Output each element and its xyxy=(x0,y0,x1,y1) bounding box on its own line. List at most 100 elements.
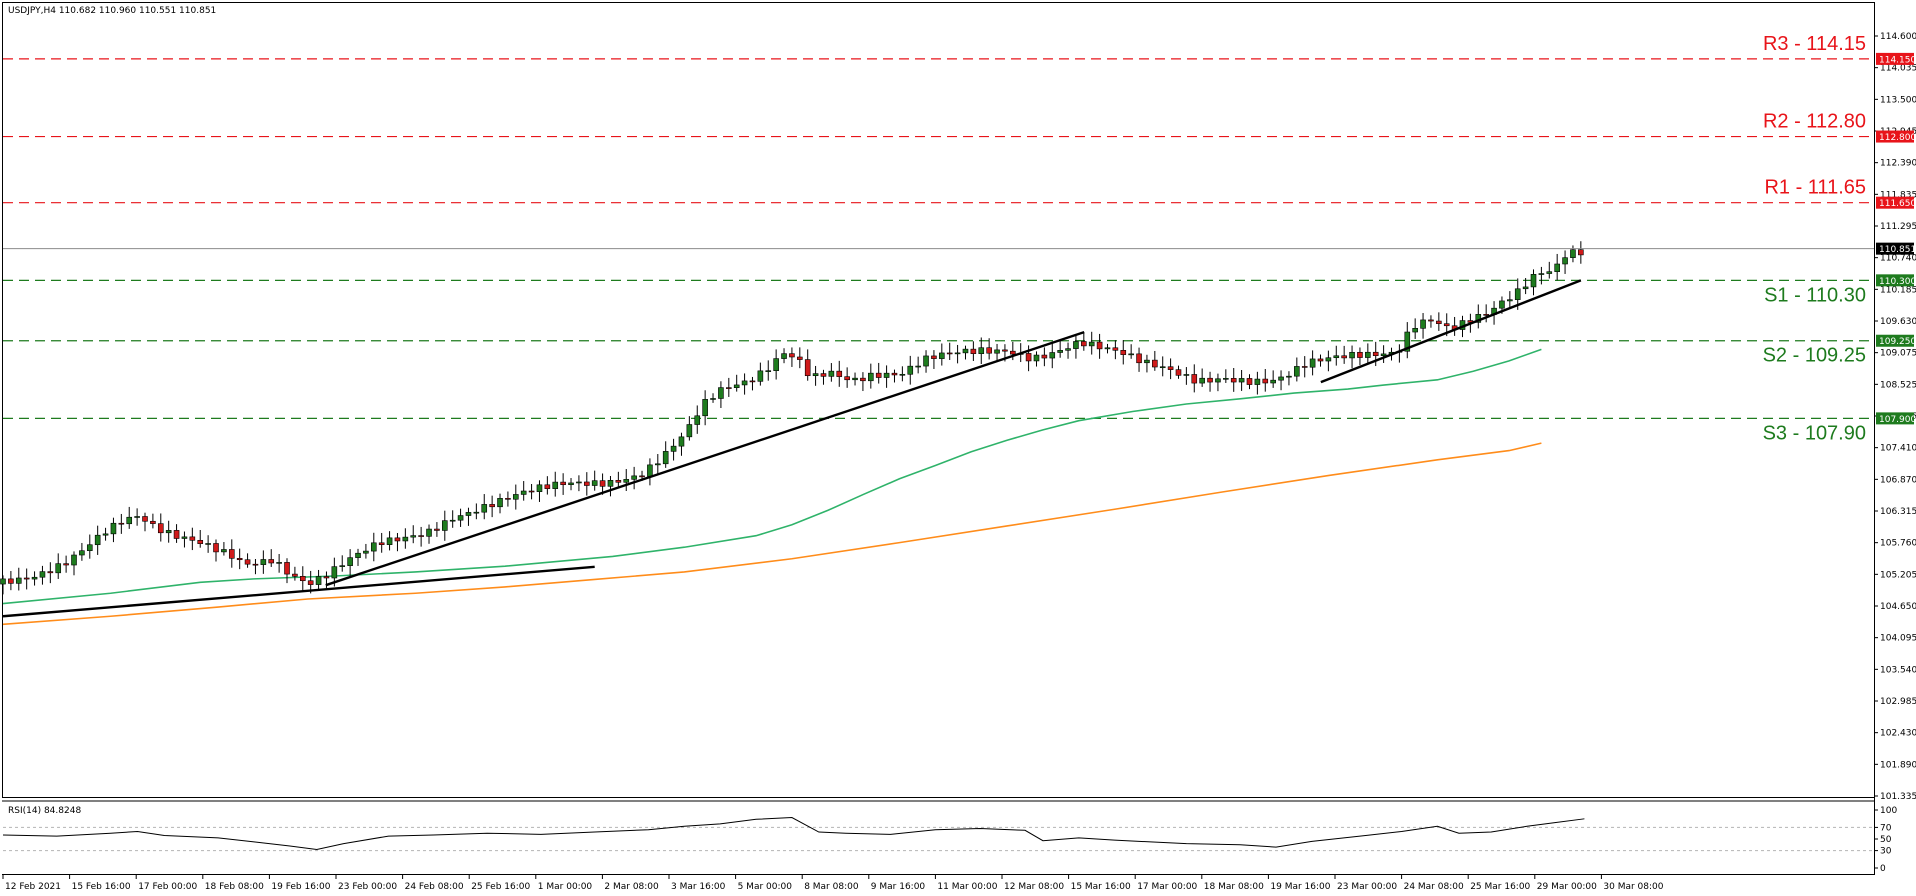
candle-body-down xyxy=(1081,341,1087,347)
candle-body-up xyxy=(631,475,637,480)
candle-body-up xyxy=(781,353,787,359)
candle-body-up xyxy=(339,565,346,567)
candle-body-down xyxy=(528,490,535,493)
candle-body-down xyxy=(1428,319,1434,322)
candle-body-up xyxy=(670,445,677,452)
candle-body-down xyxy=(1175,369,1182,376)
candle-body-down xyxy=(284,562,290,575)
candle-body-down xyxy=(213,543,219,553)
candle-body-down xyxy=(615,480,622,483)
candle-body-down xyxy=(1357,351,1363,358)
level-price-tag-text: 109.250 xyxy=(1879,337,1916,347)
price-tick-label: 114.600 xyxy=(1880,32,1916,42)
candle-body-down xyxy=(189,536,196,541)
candle-body-down xyxy=(63,563,69,566)
candle-body-up xyxy=(1562,257,1568,265)
candle-body-down xyxy=(1262,378,1269,384)
candle-body-down xyxy=(142,516,148,522)
candle-body-up xyxy=(907,365,914,375)
candle-body-down xyxy=(118,522,125,525)
candle-body-up xyxy=(686,424,693,438)
candle-body-up xyxy=(497,498,503,508)
candle-body-down xyxy=(599,480,606,487)
candle-body-up xyxy=(757,370,764,382)
candle-body-down xyxy=(197,540,204,544)
level-label-r1: R1 - 111.65 xyxy=(1764,177,1866,199)
candle-body-up xyxy=(718,387,724,399)
level-price-tag-r3 xyxy=(1876,52,1914,65)
candle-body-down xyxy=(860,377,866,382)
time-tick-label: 19 Mar 16:00 xyxy=(1270,882,1330,892)
candle-body-up xyxy=(1128,353,1134,356)
time-tick-label: 1 Mar 00:00 xyxy=(538,882,593,892)
price-tick-label: 109.630 xyxy=(1880,317,1916,327)
candle-body-down xyxy=(1191,374,1198,384)
time-tick-label: 18 Mar 08:00 xyxy=(1204,882,1264,892)
candle-body-down xyxy=(418,535,424,537)
candle-body-up xyxy=(465,512,472,516)
candle-body-up xyxy=(79,550,85,556)
candle-body-up xyxy=(181,536,188,539)
candle-body-up xyxy=(1522,286,1529,290)
level-price-tag-text: 110.300 xyxy=(1879,277,1916,287)
candle-body-up xyxy=(733,384,740,389)
candle-body-up xyxy=(0,578,6,585)
candle-body-up xyxy=(994,349,1000,354)
time-tick-label: 5 Mar 00:00 xyxy=(738,882,793,892)
candle-body-up xyxy=(812,373,819,377)
moving-average-green-line xyxy=(2,348,1542,605)
trendlines xyxy=(2,279,1582,618)
candle-body-down xyxy=(47,571,54,574)
candle-body-down xyxy=(378,542,385,545)
candle-body-up xyxy=(1380,353,1387,357)
candle-body-up xyxy=(662,451,669,465)
price-tick-label: 113.500 xyxy=(1880,95,1916,105)
time-tick-label: 24 Mar 08:00 xyxy=(1404,882,1464,892)
candle-body-down xyxy=(394,537,401,542)
current-price-tag-text: 110.851 xyxy=(1879,245,1916,255)
candle-body-down xyxy=(1372,351,1379,357)
candle-body-down xyxy=(292,573,298,577)
trendline xyxy=(2,565,595,618)
candle-body-down xyxy=(749,380,756,383)
candle-body-up xyxy=(647,464,653,477)
candle-body-up xyxy=(1294,366,1300,377)
candle-body-up xyxy=(315,576,322,585)
candle-body-down xyxy=(299,576,306,582)
candle-body-up xyxy=(1546,271,1553,274)
candle-body-down xyxy=(323,576,330,579)
candle-body-up xyxy=(55,563,62,574)
candle-body-up xyxy=(363,550,369,554)
symbol-header: USDJPY,H4 110.682 110.960 110.551 110.85… xyxy=(8,6,216,16)
candle-body-up xyxy=(915,365,921,368)
price-tick-label: 102.430 xyxy=(1880,729,1916,739)
level-label-s1: S1 - 110.30 xyxy=(1764,284,1866,306)
time-tick-label: 9 Mar 16:00 xyxy=(871,882,926,892)
price-tick-label: 104.650 xyxy=(1880,602,1916,612)
candle-body-up xyxy=(449,519,456,522)
candle-body-down xyxy=(1483,314,1489,316)
candle-body-down xyxy=(1025,353,1032,362)
trendline xyxy=(325,330,1085,587)
candle-body-up xyxy=(1309,358,1316,368)
time-tick-label: 17 Mar 00:00 xyxy=(1137,882,1197,892)
candle-body-up xyxy=(702,399,708,417)
candle-body-up xyxy=(1514,288,1521,300)
candle-body-up xyxy=(1159,366,1166,369)
candle-body-up xyxy=(536,484,543,492)
candle-body-up xyxy=(852,377,858,381)
rsi-tick-label: 30 xyxy=(1880,847,1892,857)
candle-body-down xyxy=(891,372,898,376)
time-tick-label: 23 Mar 00:00 xyxy=(1337,882,1397,892)
candle-body-up xyxy=(1286,375,1292,378)
candle-body-up xyxy=(441,520,448,531)
price-tick-label: 101.890 xyxy=(1880,760,1916,770)
candle-body-up xyxy=(899,373,906,376)
candle-body-down xyxy=(560,481,566,486)
candle-body-up xyxy=(883,372,890,378)
candle-body-down xyxy=(489,504,495,508)
candle-body-up xyxy=(1554,263,1560,272)
candle-body-up xyxy=(1365,351,1371,358)
price-tick-label: 110.185 xyxy=(1880,285,1916,295)
